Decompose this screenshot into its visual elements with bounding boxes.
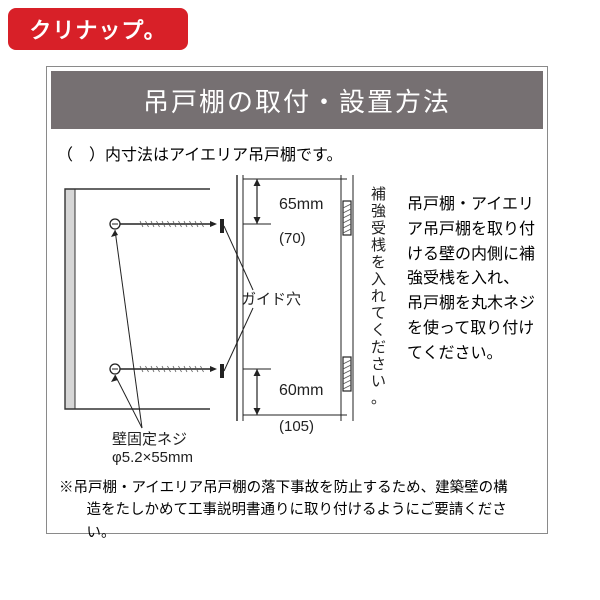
svg-text:壁固定ネジ: 壁固定ネジ (112, 431, 187, 448)
panel-title: 吊戸棚の取付・設置方法 (51, 71, 543, 129)
svg-text:ガイド穴: ガイド穴 (241, 291, 301, 308)
installation-diagram: ガイド穴 65mm (70) 60mm (105) 補強受桟を入れてください。壁固定ネジφ… (57, 169, 407, 469)
svg-text:さ: さ (371, 356, 386, 373)
footnote-prefix: ※ (59, 480, 74, 496)
side-description-text: 吊戸棚・アイエリア吊戸棚を取り付ける壁の内側に補強受桟を入れ、吊戸棚を丸木ネジを… (407, 196, 535, 362)
brand-logo: クリナップ。 (8, 8, 188, 50)
svg-text:い: い (371, 373, 386, 390)
panel-title-text: 吊戸棚の取付・設置方法 (143, 82, 451, 119)
svg-text:だ: だ (371, 339, 386, 356)
svg-text:受: 受 (371, 220, 386, 237)
svg-text:φ5.2×55mm: φ5.2×55mm (112, 449, 193, 466)
svg-text:60mm: 60mm (279, 382, 323, 399)
note-text: （ ）内寸法はアイエリア吊戸棚です。 (57, 147, 342, 164)
svg-text:を: を (371, 254, 386, 271)
svg-text:(70): (70) (279, 230, 306, 247)
footnote-line1: 吊戸棚・アイエリア吊戸棚の落下事故を防止するため、建築壁の構 (74, 480, 508, 496)
footnote: ※吊戸棚・アイエリア吊戸棚の落下事故を防止するため、建築壁の構 造をたしかめて工… (47, 469, 547, 544)
instruction-panel: 吊戸棚の取付・設置方法 （ ）内寸法はアイエリア吊戸棚です。 ガイド穴 65mm (… (46, 66, 548, 534)
diagram-area: ガイド穴 65mm (70) 60mm (105) 補強受桟を入れてください。壁固定ネジφ… (57, 169, 537, 469)
svg-text:強: 強 (371, 203, 386, 220)
svg-text:補: 補 (371, 186, 386, 203)
svg-text:て: て (371, 305, 386, 322)
diagram-svg-wrap: ガイド穴 65mm (70) 60mm (105) 補強受桟を入れてください。壁固定ネジφ… (57, 169, 407, 474)
brand-logo-text: クリナップ。 (29, 13, 166, 45)
svg-text:(105): (105) (279, 418, 314, 435)
svg-text:65mm: 65mm (279, 196, 323, 213)
svg-text:く: く (371, 322, 386, 339)
svg-text:桟: 桟 (371, 237, 386, 254)
note-line: （ ）内寸法はアイエリア吊戸棚です。 (47, 133, 547, 165)
svg-text:。: 。 (371, 390, 386, 407)
svg-text:入: 入 (371, 271, 386, 288)
footnote-line2: 造をたしかめて工事説明書通りに取り付けるようにご要請ください。 (59, 499, 535, 544)
svg-text:れ: れ (371, 288, 386, 305)
side-description: 吊戸棚・アイエリア吊戸棚を取り付ける壁の内側に補強受桟を入れ、吊戸棚を丸木ネジを… (407, 193, 535, 367)
